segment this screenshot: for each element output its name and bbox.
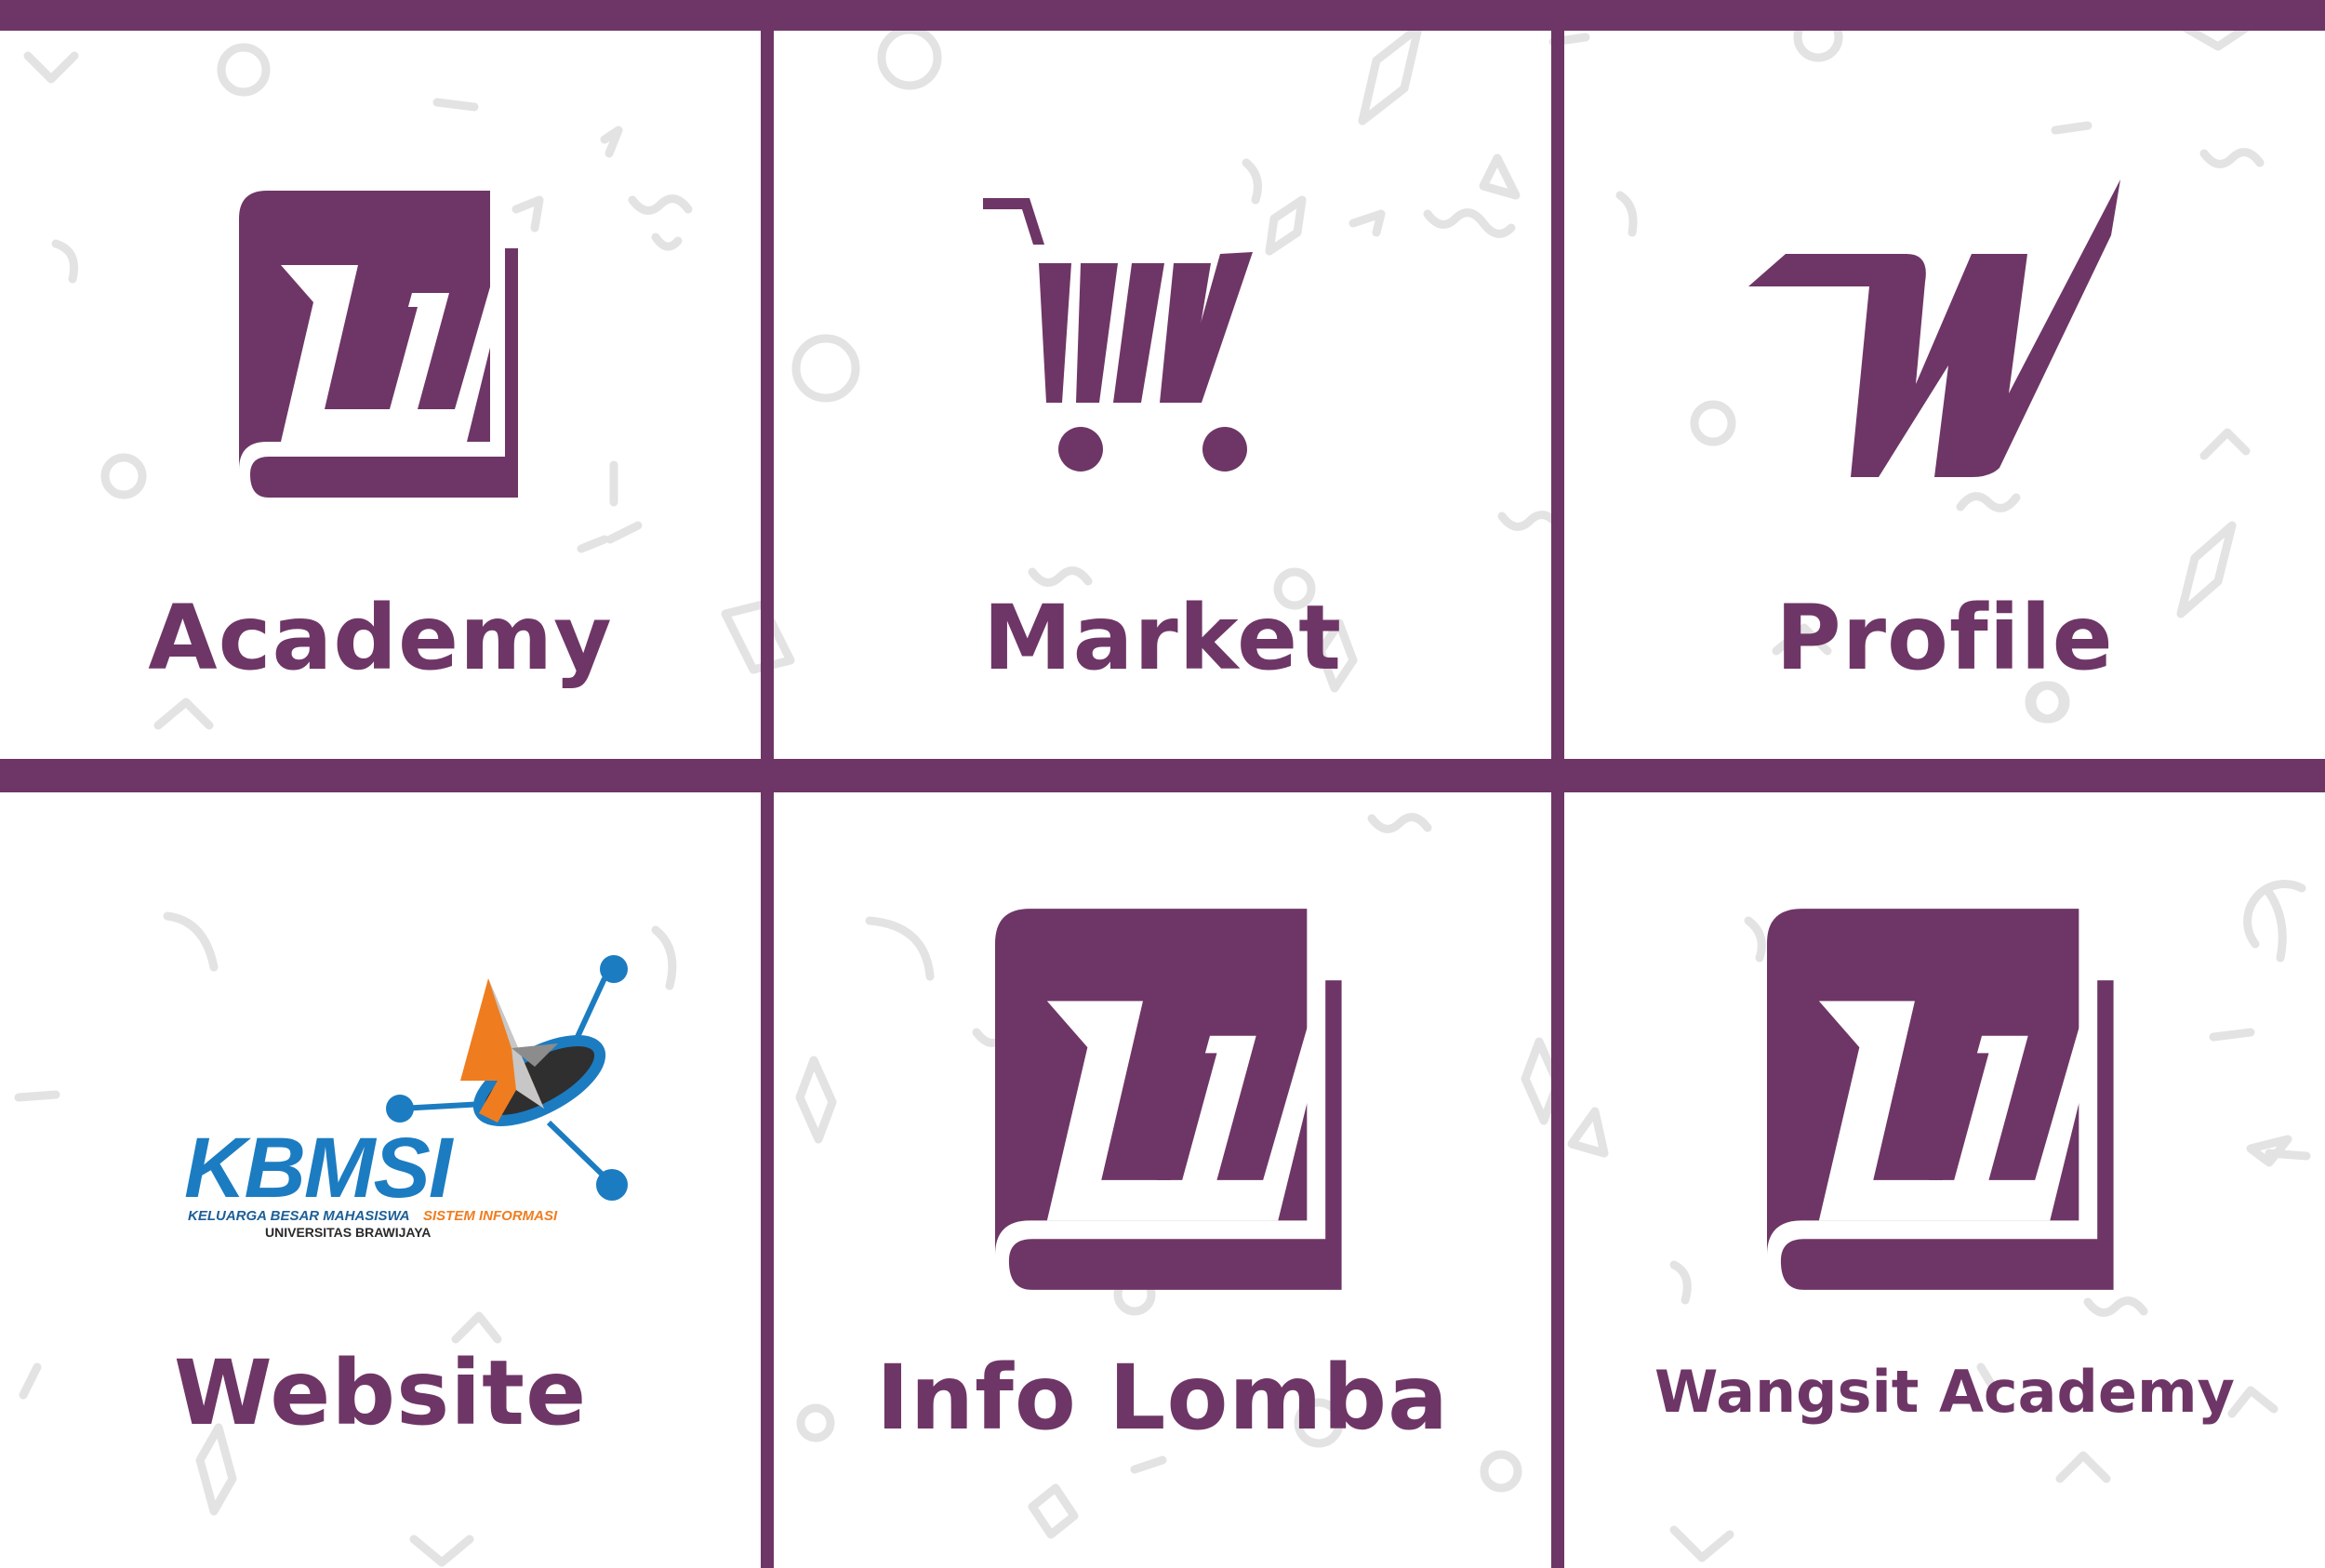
kbmsi-tagline-accent: SISTEM INFORMASI: [423, 1208, 558, 1224]
tile-info-lomba[interactable]: Info Lomba: [774, 792, 1551, 1568]
book-w-logo-icon: [995, 909, 1342, 1290]
tile-wangsit-academy[interactable]: Wangsit Academy: [1564, 792, 2325, 1568]
tile-academy[interactable]: Academy: [0, 31, 761, 759]
cart-w-logo-icon: [983, 198, 1253, 472]
kbmsi-logo: KBMSI KELUARGA BESAR MAHASISWA SISTEM IN…: [184, 955, 628, 1240]
tile-label: Website: [173, 1341, 588, 1445]
tile-website[interactable]: KBMSI KELUARGA BESAR MAHASISWA SISTEM IN…: [0, 792, 761, 1568]
tile-label: Market: [983, 586, 1342, 690]
grid-line-top: [0, 0, 2325, 31]
tile-label: Info Lomba: [876, 1346, 1449, 1450]
tile-market[interactable]: Market: [774, 31, 1551, 759]
kbmsi-university: UNIVERSITAS BRAWIJAYA: [265, 1225, 431, 1240]
book-w-logo-icon: [1767, 909, 2114, 1290]
tile-label: Profile: [1775, 586, 2114, 690]
kbmsi-wordmark: KBMSI: [184, 1121, 455, 1216]
w-logo-icon: [1748, 179, 2120, 477]
grid-line-right: [1551, 0, 1564, 1568]
kbmsi-tagline-main: KELUARGA BESAR MAHASISWA: [188, 1208, 410, 1224]
tile-label: Academy: [148, 586, 613, 690]
grid-line-middle: [0, 759, 2325, 792]
tile-label: Wangsit Academy: [1654, 1358, 2235, 1426]
book-w-logo-icon: [239, 191, 518, 498]
tile-profile[interactable]: Profile: [1564, 31, 2325, 759]
grid-line-left: [761, 0, 774, 1568]
